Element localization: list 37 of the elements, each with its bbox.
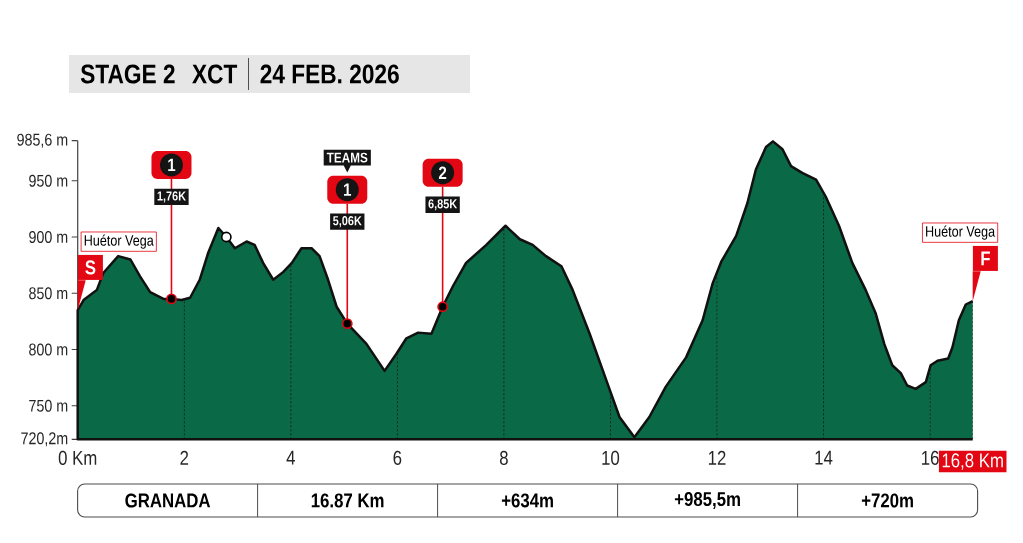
x-tick-label: 4 — [286, 450, 295, 465]
y-tick-label: 900 m — [29, 230, 68, 244]
x-tick-label: 6 — [393, 450, 402, 465]
y-tick-label: 720,2m — [21, 432, 68, 447]
annotation: 1 — [168, 158, 176, 172]
annotation: 1,76K — [157, 191, 186, 203]
x-tick-label: 12 — [708, 450, 726, 465]
x-tick-label: 10 — [602, 450, 620, 465]
annotation: TEAMS — [326, 152, 368, 163]
x-tick-label: 14 — [815, 450, 833, 465]
y-tick-label: 800 m — [29, 343, 68, 356]
text: 24 FEB. 2026 — [260, 64, 399, 84]
annotation: 5,06K — [333, 216, 362, 228]
annotation: 2 — [438, 166, 447, 180]
x-tick-label: 2 — [180, 450, 189, 465]
annotation: 1 — [344, 183, 352, 196]
text: +720m — [861, 493, 913, 508]
y-tick-label: 950 m — [29, 174, 68, 187]
annotation: S — [85, 260, 96, 275]
annotation: F — [981, 251, 990, 266]
y-tick-label: 850 m — [29, 287, 68, 300]
text: 16.87 Km — [311, 493, 384, 508]
annotation: Huétor Vega — [926, 225, 996, 240]
x-tick-label: 0 Km — [58, 450, 97, 465]
y-tick-label: 985,6 m — [17, 133, 68, 148]
text: +634m — [501, 493, 553, 508]
text: GRANADA — [125, 493, 211, 508]
annotation: 6,85K — [428, 199, 458, 211]
point — [220, 231, 232, 243]
chart-subtitle: XCT — [192, 64, 238, 84]
x-tick-label: 8 — [499, 450, 508, 465]
chart-title: STAGE 2 — [80, 64, 175, 84]
x-tick-label: 16,8 Km — [942, 453, 1003, 470]
annotation: Huétor Vega — [84, 234, 154, 249]
text: +985,5m — [674, 491, 740, 510]
y-tick-label: 750 m — [29, 399, 68, 412]
x-tick-label: 16 — [922, 450, 939, 465]
